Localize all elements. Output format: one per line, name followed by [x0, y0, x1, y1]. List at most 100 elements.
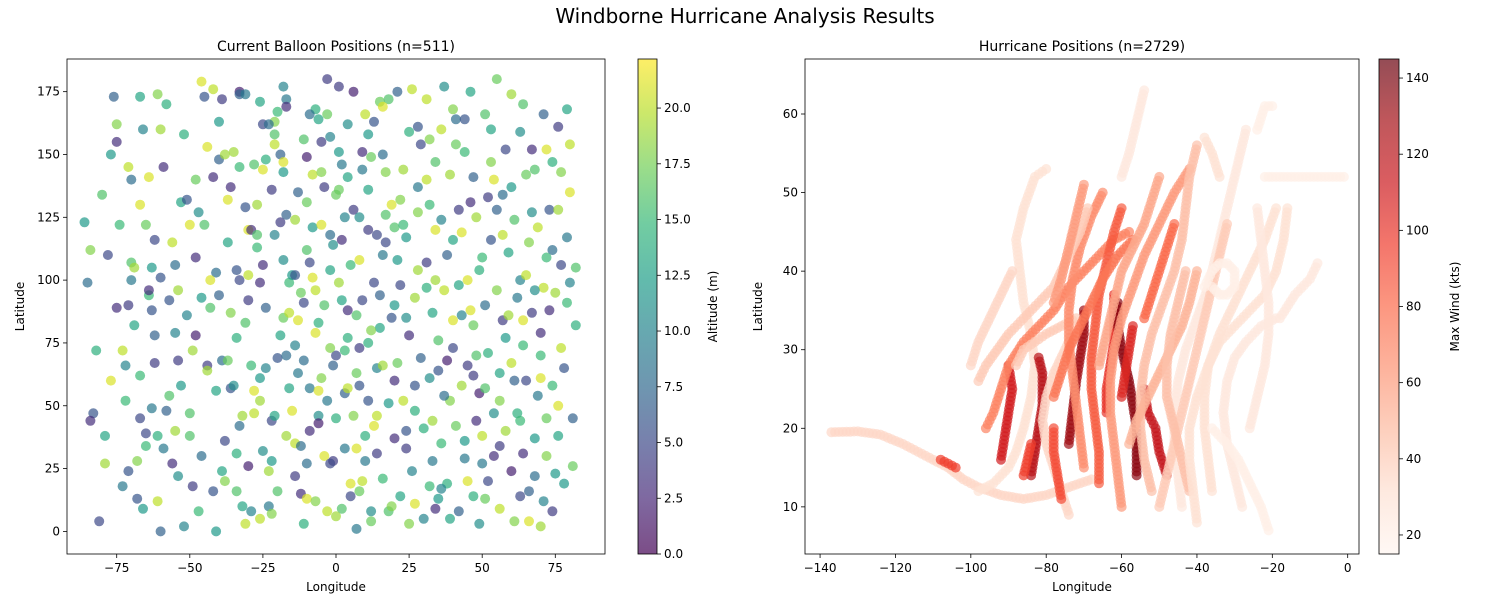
colorbar-tick-label: 20.0 [664, 101, 691, 115]
balloon-point [392, 358, 403, 368]
balloon-point [266, 508, 277, 519]
balloon-point [293, 315, 303, 326]
x-tick-label: −20 [1260, 561, 1285, 575]
balloon-point [518, 99, 529, 110]
balloon-point [374, 322, 385, 333]
balloon-point [526, 307, 537, 318]
balloon-point [313, 114, 324, 125]
balloon-point [366, 506, 377, 517]
balloon-point [541, 144, 552, 155]
balloon-point [126, 174, 137, 185]
balloon-point [301, 197, 312, 208]
balloon-point [252, 242, 263, 253]
balloon-point [380, 167, 391, 178]
balloon-point [553, 430, 564, 441]
balloon-point [556, 260, 567, 270]
balloon-point [550, 468, 561, 479]
balloon-point [354, 212, 365, 223]
balloon-point [325, 458, 336, 469]
hurricane-point [1267, 101, 1278, 112]
balloon-point [518, 448, 529, 459]
balloon-point [465, 197, 476, 208]
balloon-point [152, 430, 163, 441]
hurricane-point [1048, 423, 1059, 434]
y-tick-label: 175 [37, 85, 60, 99]
balloon-point [354, 380, 365, 391]
balloon-point [424, 199, 435, 210]
balloon-point [269, 129, 280, 140]
balloon-point [272, 106, 283, 117]
balloon-point [409, 292, 420, 303]
balloon-point [494, 395, 505, 406]
balloon-point [433, 365, 444, 376]
balloon-point [544, 204, 555, 215]
balloon-point [222, 194, 233, 205]
balloon-point [217, 466, 227, 477]
balloon-point [255, 277, 265, 288]
balloon-point [462, 476, 473, 487]
balloon-point [488, 174, 499, 185]
balloon-point [547, 506, 558, 517]
balloon-point [249, 385, 260, 396]
balloon-point [357, 164, 368, 175]
figure-suptitle: Windborne Hurricane Analysis Results [555, 4, 935, 28]
balloon-point [181, 310, 192, 321]
balloon-point [436, 214, 447, 225]
balloon-point [143, 172, 154, 183]
balloon-point [307, 272, 318, 283]
balloon-point [336, 234, 347, 245]
balloon-point [208, 172, 219, 183]
hurricane-colorbar [1378, 58, 1400, 555]
balloon-point [208, 84, 219, 95]
balloon-point [316, 373, 327, 384]
balloon-point [369, 420, 379, 431]
balloon-point [316, 136, 327, 147]
balloon-point [140, 219, 151, 230]
hurricane-point [1097, 187, 1108, 198]
balloon-point [401, 425, 412, 436]
balloon-point [342, 119, 353, 130]
balloon-point [374, 290, 385, 301]
balloon-point [272, 486, 283, 497]
balloon-point [412, 121, 423, 132]
balloon-chart: −75 −50 −25 0 25 50 75 0 25 50 75 100 125 150 175 Curre… [13, 39, 720, 594]
balloon-point [351, 368, 362, 379]
balloon-point [488, 451, 499, 461]
balloon-point [538, 282, 549, 293]
balloon-point [486, 234, 496, 245]
balloon-point [509, 375, 520, 386]
balloon-point [126, 275, 137, 286]
balloon-point [325, 131, 336, 142]
balloon-point [418, 423, 429, 434]
balloon-point [135, 413, 146, 424]
balloon-point [105, 375, 116, 386]
balloon-point [336, 159, 347, 170]
balloon-point [424, 134, 435, 145]
balloon-point [412, 207, 423, 218]
balloon-point [322, 395, 333, 406]
balloon-point [284, 307, 295, 318]
balloon-point [556, 343, 567, 353]
y-tick-label: 100 [37, 273, 60, 287]
balloon-point [459, 435, 470, 446]
balloon-point [179, 129, 189, 140]
balloon-point [155, 526, 166, 537]
balloon-point [421, 282, 432, 293]
balloon-point [161, 405, 172, 416]
hurricane-point [1240, 124, 1251, 135]
balloon-point [521, 270, 532, 281]
balloon-point [526, 207, 537, 218]
balloon-point [471, 350, 482, 361]
balloon-point [366, 325, 377, 336]
balloon-point [152, 89, 163, 100]
balloon-point [468, 370, 479, 381]
balloon-point [465, 86, 476, 97]
balloon-point [518, 340, 529, 351]
balloon-point [179, 521, 189, 532]
balloon-point [445, 513, 455, 524]
balloon-point [418, 513, 429, 524]
hurricane-y-axis-label: Latitude [751, 282, 765, 331]
balloon-point [173, 355, 184, 366]
balloon-point [392, 86, 403, 97]
balloon-point [284, 383, 295, 394]
